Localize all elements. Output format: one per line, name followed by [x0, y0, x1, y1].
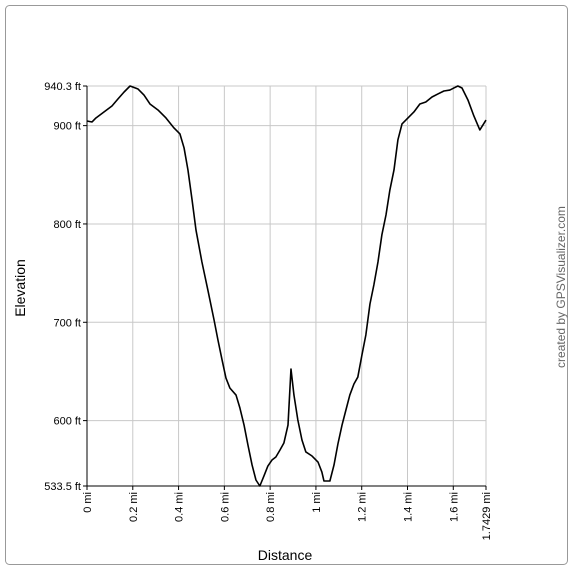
x-tick-label: 0 mi — [82, 492, 94, 513]
y-tick-label: 600 ft — [53, 416, 81, 428]
y-tick-label: 940.3 ft — [44, 81, 81, 93]
x-tick-label: 1 mi — [311, 492, 323, 513]
credit: created by GPSVisualizer.com — [554, 206, 568, 368]
y-axis-label: Elevation — [12, 259, 28, 317]
y-tick-label: 533.5 ft — [44, 481, 81, 493]
y-tick-label: 700 ft — [53, 317, 81, 329]
x-axis-label: Distance — [258, 547, 313, 563]
x-tick-label: 0.6 mi — [219, 492, 231, 522]
x-tick-label: 0.2 mi — [128, 492, 140, 522]
elevation-line — [86, 85, 487, 487]
y-tick-label: 900 ft — [53, 121, 81, 133]
frame — [5, 5, 568, 565]
x-tick-label: 1.7429 mi — [481, 492, 493, 540]
y-tick-label: 800 ft — [53, 219, 81, 231]
x-tick-label: 1.6 mi — [448, 492, 460, 522]
x-tick-label: 1.2 mi — [357, 492, 369, 522]
x-tick-label: 0.8 mi — [265, 492, 277, 522]
x-tick-label: 1.4 mi — [403, 492, 415, 522]
x-tick-label: 0.4 mi — [174, 492, 186, 522]
